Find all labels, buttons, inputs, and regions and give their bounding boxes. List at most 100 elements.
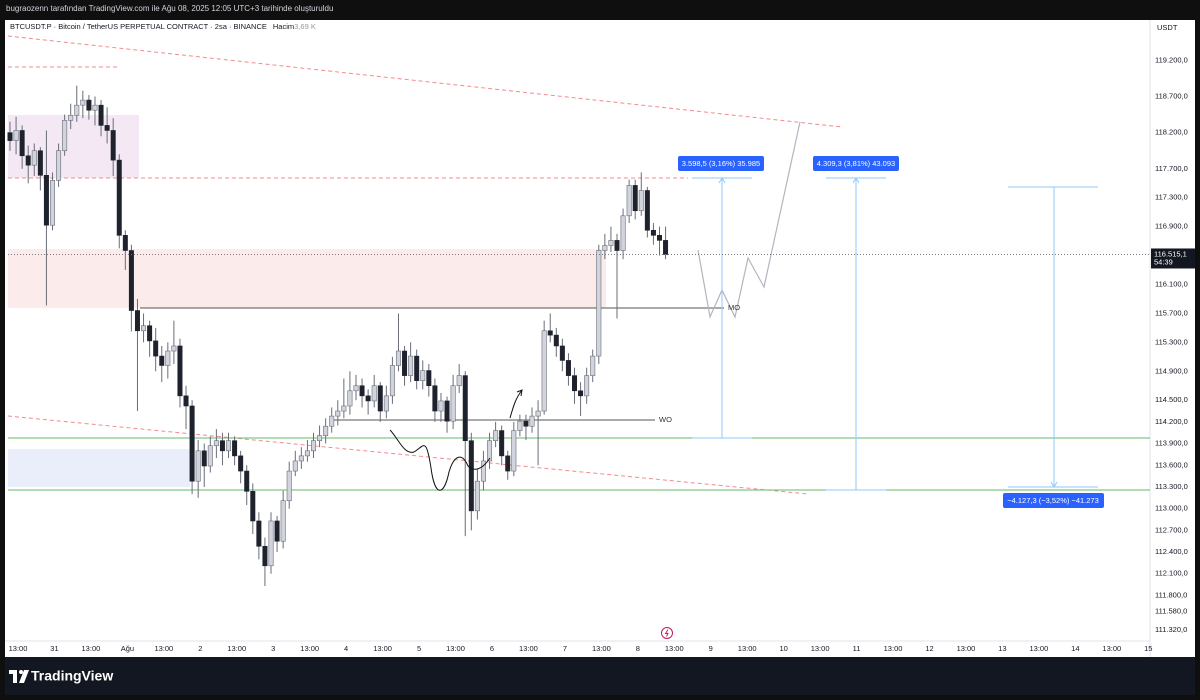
x-tick-label: 4 [344,644,348,653]
last-price-tag [1151,248,1195,269]
candle-body [389,365,395,397]
level-label: MO [728,303,740,312]
candle-body [201,450,207,467]
y-tick-label: 111.580,0 [1155,606,1187,615]
y-tick-label: 117.300,0 [1155,193,1188,202]
candle-body [523,420,529,427]
y-tick-label: 114.500,0 [1155,395,1188,404]
x-tick-label: 5 [417,644,421,653]
candle-body [298,455,304,462]
candle-body [213,440,219,447]
candle-body [56,150,62,181]
candle-body [559,345,565,361]
projection-path [697,121,801,320]
footer-bar [5,657,1195,695]
x-tick-label: 13:00 [811,644,830,653]
candle-body [104,125,110,131]
currency-label: USDT [1157,23,1178,32]
candle-body [317,435,323,441]
candle-body [183,395,189,407]
candle-body [584,375,590,397]
candle-body [122,235,128,251]
x-tick-label: 8 [636,644,640,653]
x-tick-label: 13 [998,644,1006,653]
candle-body [511,430,517,472]
candle-body [535,410,541,417]
y-tick-label: 115.700,0 [1155,308,1188,317]
candle-body [620,215,626,251]
candle-body [408,355,414,376]
candle-body [74,104,80,116]
x-tick-label: 7 [563,644,567,653]
candle-body [395,350,401,366]
measure-tool [692,177,1098,491]
candle-body [25,155,31,166]
y-tick-label: 117.700,0 [1155,164,1188,173]
event-icon[interactable] [661,627,673,639]
measure-label-box [813,156,899,171]
candle-body [116,159,122,236]
candle-body [638,190,644,212]
candle-body [614,240,620,251]
x-tick-label: 13:00 [300,644,319,653]
candle-body [86,99,92,111]
candle-body [450,385,456,422]
candle-body [304,450,310,457]
candle-body [371,385,377,402]
axes: 119.200,0 118.700,0 118.200,0 117.700,0 117.… [8,55,1195,653]
legend-title: BTCUSDT.P · Bitcoin / TetherUS PERPETUAL… [10,22,316,31]
hand-arrow [509,389,523,419]
candle-body [402,350,408,376]
event-icon-bolt [664,629,669,637]
candle-body [110,130,116,161]
x-tick-label: 11 [853,644,861,653]
candle-body [547,330,553,336]
x-tick-label: 10 [779,644,787,653]
candle-body [7,132,13,141]
y-tick-label: 112.700,0 [1155,525,1188,534]
measure-label-box [678,156,764,171]
legend-volume-label: Hacim [273,22,294,31]
candle-body [377,385,383,412]
candle-body [626,185,632,217]
candle-body [250,491,256,522]
y-tick-label: 114.200,0 [1155,417,1188,426]
countdown-label: 54:39 [1154,257,1173,266]
x-tick-label: Ağu [121,644,134,653]
y-tick-label: 114.900,0 [1155,366,1188,375]
candle-body [426,370,432,387]
candle-body [335,410,341,417]
candles [7,85,669,587]
candle-body [128,250,134,311]
x-tick-label: 13:00 [446,644,465,653]
candle-body [329,415,335,427]
x-tick-label: 14 [1071,644,1079,653]
candle-body [359,385,365,397]
x-tick-label: 13:00 [884,644,903,653]
candle-body [177,345,183,397]
candle-body [37,150,43,176]
x-tick-label: 2 [198,644,202,653]
y-tick-label: 116.100,0 [1155,279,1188,288]
candle-body [602,245,608,251]
candle-body [493,430,499,441]
candle-body [505,455,511,472]
candle-body [590,355,596,376]
candle-body [347,390,353,407]
candle-body [49,180,55,226]
y-tick-label: 113.600,0 [1155,460,1188,469]
candle-body [541,330,547,412]
x-tick-label: 13:00 [738,644,757,653]
candle-body [165,350,171,366]
x-tick-label: 13:00 [592,644,611,653]
candle-body [226,440,232,452]
zone [8,449,190,487]
hand-drawing [389,429,491,491]
x-tick-label: 13:00 [227,644,246,653]
y-tick-label: 111.800,0 [1155,590,1187,599]
candle-body [256,520,262,547]
y-tick-label: 113.000,0 [1155,504,1188,513]
y-tick-label: 112.400,0 [1155,547,1188,556]
